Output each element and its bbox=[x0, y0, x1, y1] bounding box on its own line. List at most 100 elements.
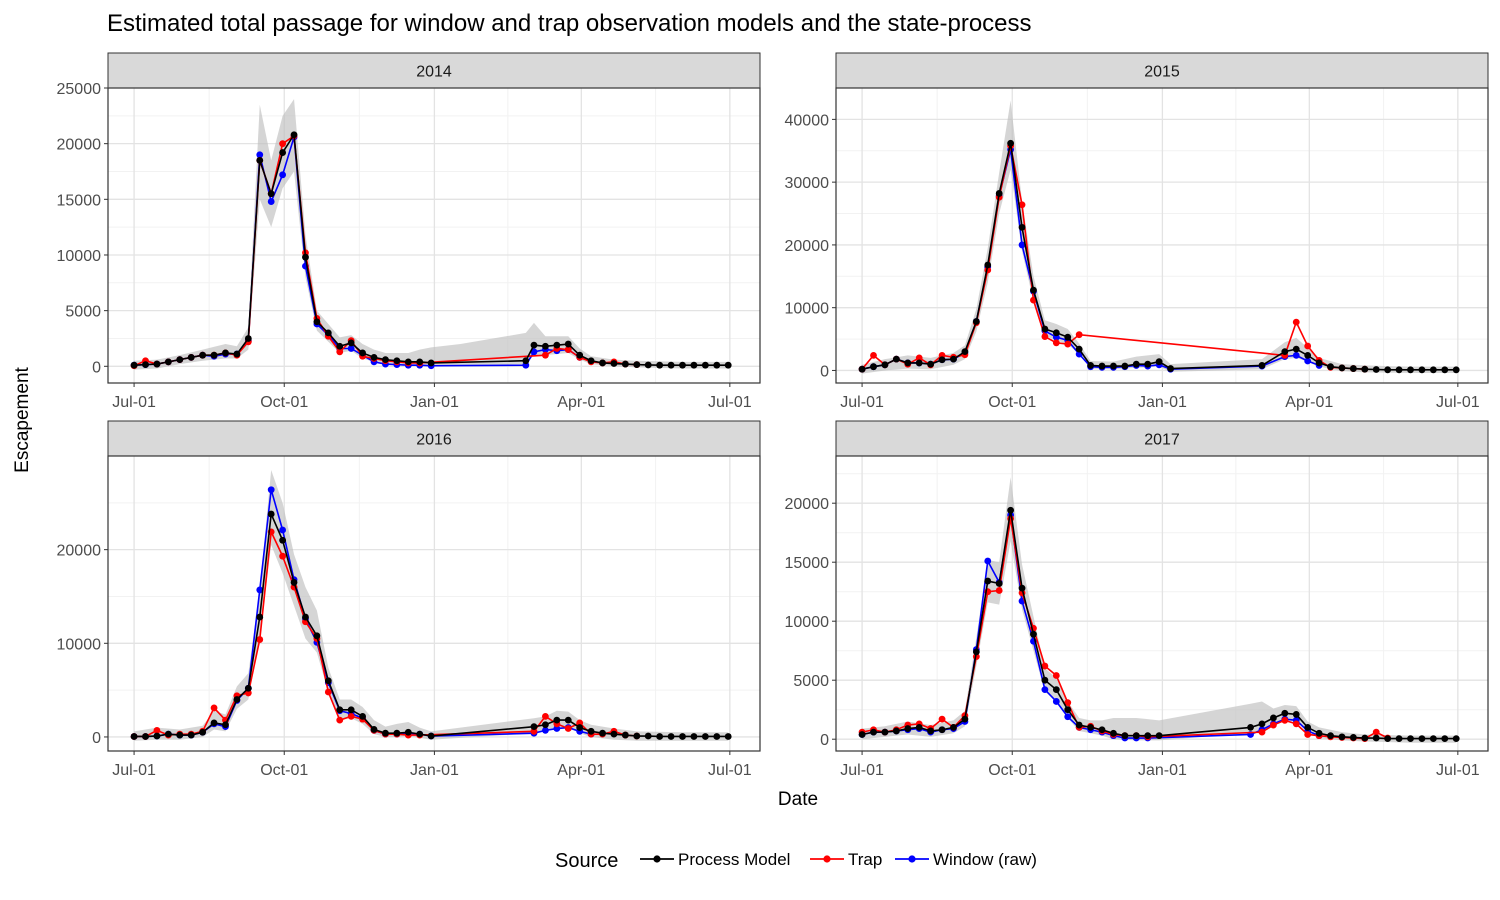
trap-series-point bbox=[324, 688, 332, 696]
process-model-series-point bbox=[1281, 348, 1289, 356]
process-model-series-point bbox=[892, 355, 900, 363]
trap-series-point bbox=[1041, 662, 1049, 670]
process-model-series-point bbox=[382, 729, 389, 737]
y-tick-label: 10000 bbox=[57, 248, 102, 265]
process-model-series-point bbox=[1441, 366, 1449, 374]
window-series-point bbox=[256, 586, 264, 594]
process-model-series-point bbox=[1441, 735, 1449, 743]
process-model-series-point bbox=[881, 728, 889, 736]
process-model-series-point bbox=[130, 361, 138, 369]
process-model-series-point bbox=[336, 706, 344, 714]
process-model-series-point bbox=[256, 156, 264, 164]
y-axis-label: Escapement bbox=[12, 366, 33, 472]
process-model-series-point bbox=[393, 729, 401, 737]
facet-strip-label: 2015 bbox=[1144, 64, 1180, 81]
panel-2016: 2016 0 10000 20000 Jul-01 Oct-01 Jan-01 Apr-01 J… bbox=[57, 420, 761, 779]
process-model-series-point bbox=[927, 360, 935, 368]
process-model-series-point bbox=[1110, 362, 1117, 370]
y-tick-label: 0 bbox=[92, 359, 101, 376]
process-model-series-point bbox=[870, 728, 877, 736]
process-model-series-point bbox=[290, 579, 298, 586]
process-model-series-point bbox=[995, 580, 1003, 587]
trap-series-point bbox=[915, 354, 923, 362]
trap-series-point bbox=[1064, 699, 1072, 707]
trap-series-point bbox=[995, 587, 1003, 594]
process-model-series-point bbox=[199, 351, 207, 359]
trap-series-point bbox=[1269, 721, 1277, 729]
process-model-series-point bbox=[279, 536, 287, 544]
process-model-series-point bbox=[370, 353, 378, 361]
legend-process-model-label: Process Model bbox=[678, 850, 790, 869]
process-model-series-point bbox=[1407, 366, 1414, 374]
x-tick-label: Oct-01 bbox=[260, 394, 308, 411]
process-model-series-point bbox=[393, 357, 401, 365]
trap-series-point bbox=[1018, 201, 1026, 209]
trap-series-point bbox=[153, 726, 161, 734]
trap-series-point bbox=[1052, 672, 1060, 679]
process-model-series-point bbox=[576, 351, 584, 359]
facet-strip bbox=[107, 420, 761, 457]
process-model-series-point bbox=[1155, 358, 1163, 366]
trap-series-point bbox=[1304, 731, 1312, 738]
process-model-series-point bbox=[1098, 726, 1106, 734]
process-model-series-point bbox=[564, 716, 572, 724]
trap-series-point bbox=[210, 704, 218, 712]
legend-trap-label: Trap bbox=[848, 850, 882, 869]
process-model-series-point bbox=[621, 360, 629, 368]
process-model-series bbox=[858, 139, 1460, 374]
process-model-series-point bbox=[1292, 711, 1300, 718]
panel-2014: 2014 0 5000 10000 15000 20000 25000 Jul-01 Oct-0… bbox=[57, 52, 761, 411]
process-model-series-point bbox=[1167, 365, 1174, 372]
y-tick-label: 20000 bbox=[785, 496, 830, 513]
process-model-series-point bbox=[1429, 735, 1437, 743]
window-series-point bbox=[1292, 351, 1300, 359]
process-model-series-point bbox=[950, 724, 957, 731]
legend-items: Process Model Trap Window (raw) bbox=[640, 850, 1037, 869]
x-tick-label: Jan-01 bbox=[1138, 394, 1187, 411]
process-model-series-point bbox=[858, 731, 866, 738]
process-model-series-point bbox=[1281, 709, 1289, 717]
x-tick-label: Jan-01 bbox=[1138, 762, 1187, 779]
process-model-series-point bbox=[1052, 686, 1060, 694]
process-model-series-point bbox=[1429, 366, 1437, 374]
process-model-series-point bbox=[610, 730, 618, 738]
x-tick-label: Jul-01 bbox=[708, 762, 752, 779]
process-model-series-point bbox=[1361, 734, 1369, 742]
process-model-series-point bbox=[1155, 732, 1163, 740]
process-model-series-point bbox=[404, 358, 412, 366]
x-tick-label: Apr-01 bbox=[1285, 762, 1333, 779]
window-series-point bbox=[279, 526, 287, 534]
process-model-series-point bbox=[1452, 366, 1460, 374]
process-model-series-point bbox=[950, 355, 957, 363]
process-model-series-point bbox=[1384, 735, 1392, 743]
y-tick-label: 15000 bbox=[57, 192, 102, 209]
y-tick-label: 20000 bbox=[785, 238, 830, 255]
process-model-series-point bbox=[210, 719, 218, 727]
process-model-series-point bbox=[427, 359, 435, 367]
window-series-point bbox=[1052, 698, 1060, 705]
process-model-series-point bbox=[313, 318, 321, 326]
process-model-series-point bbox=[1121, 732, 1129, 740]
confidence-ribbon bbox=[134, 99, 729, 370]
process-model-series-point bbox=[1007, 139, 1015, 147]
process-model-series-point bbox=[1075, 345, 1083, 353]
process-model-series-point bbox=[1110, 729, 1117, 737]
x-tick-label: Jul-01 bbox=[112, 394, 156, 411]
process-model-series-point bbox=[416, 730, 424, 738]
process-model-series-point bbox=[256, 613, 264, 621]
process-model-series-point bbox=[938, 356, 946, 364]
confidence-ribbon bbox=[862, 100, 1457, 374]
process-model-series-point bbox=[713, 733, 721, 740]
trap-series-point bbox=[576, 719, 584, 727]
window-series-point bbox=[347, 345, 355, 352]
process-model-series-point bbox=[1087, 724, 1094, 731]
process-model-series-point bbox=[972, 318, 980, 325]
trap-series-point bbox=[347, 712, 355, 720]
y-tick-label: 30000 bbox=[785, 175, 830, 192]
y-tick-label: 20000 bbox=[57, 137, 102, 154]
x-tick-label: Jan-01 bbox=[410, 394, 459, 411]
legend-process-model-point-key bbox=[653, 855, 661, 863]
process-model-series-point bbox=[633, 732, 641, 740]
process-model-series-point bbox=[644, 732, 652, 740]
